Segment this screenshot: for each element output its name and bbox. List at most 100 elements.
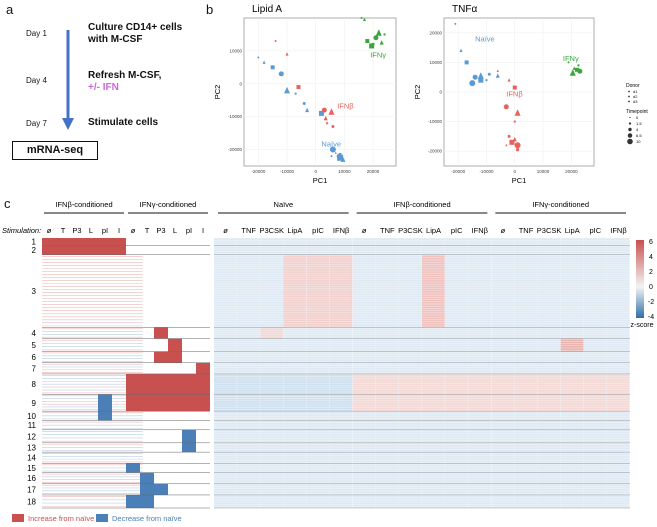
pca-point [496,70,499,73]
right-heatmap-cell [352,494,376,508]
pca-point [472,74,478,80]
right-heatmap-cell [537,494,561,508]
right-heatmap-cell [583,327,607,339]
right-heatmap-cell [491,411,515,421]
pca-group-label: IFNγ [563,54,579,63]
right-heatmap-cell [329,411,353,421]
right-heatmap-cell [375,463,399,473]
right-heatmap-cell [537,327,561,339]
legend-donor-marker [628,100,630,103]
pca-ytick-label: 0 [239,81,242,86]
right-heatmap-cell [537,463,561,473]
pca-xtick-label: 20000 [565,169,578,174]
right-heatmap-cell [398,362,422,374]
right-heatmap-cell [514,351,538,363]
right-heatmap-cell [445,373,468,395]
right-heatmap-cell [398,463,422,473]
right-heatmap-cell [514,338,538,352]
pca-ytick-label: -20000 [428,149,443,154]
pca-point [337,154,344,161]
right-heatmap-cell [306,411,330,421]
right-heatmap-cell [514,483,538,495]
right-heatmap-cell [445,463,468,473]
panel-c-letter: c [4,196,11,211]
right-heatmap-cell [468,327,491,339]
left-heatmap-block [42,238,126,246]
pca-point [383,33,386,36]
right-heatmap-cell [375,351,399,363]
right-heatmap-cell [329,351,353,363]
right-heatmap-cell [398,238,422,246]
legend-timepoint-marker [628,122,632,125]
right-heatmap-cell [422,452,445,464]
right-heatmap-cell [560,494,584,508]
cluster-label: 14 [27,454,36,463]
cluster-label: 3 [32,287,37,296]
right-heatmap-cell [491,362,515,374]
right-heatmap-cell [422,338,445,352]
right-heatmap-cell [468,238,491,246]
right-heatmap-cell [491,373,515,395]
right-heatmap-cell [329,327,353,339]
right-heatmap-cell [468,362,491,374]
right-heatmap-cell [583,254,607,328]
right-heatmap-cell [491,452,515,464]
cluster-label: 11 [28,421,37,430]
left-heatmap-block [140,472,154,484]
right-heatmap-cell [445,494,468,508]
right-heatmap-cell [560,245,584,255]
right-heatmap-cell [422,463,445,473]
pca-point [454,22,457,25]
right-heatmap-cell [306,254,330,328]
right-heatmap-cell [352,463,376,473]
right-heatmap-cell [214,373,237,395]
right-heatmap-cell [283,452,307,464]
step-2-main: Refresh M-CSF, [88,70,162,81]
right-heatmap-cell [445,362,468,374]
legend-timepoint-marker [627,133,633,138]
right-heatmap-cell [606,442,630,453]
pca-point [514,142,521,149]
right-heatmap-cell [583,373,607,395]
right-heatmap-cell [537,254,561,328]
right-col-header: ø [362,226,367,235]
right-heatmap-cell [422,254,445,328]
right-heatmap-cell [283,351,307,363]
right-heatmap-cell [214,483,237,495]
right-heatmap-cell [514,362,538,374]
right-heatmap-cell [237,327,260,339]
right-heatmap-cell [214,351,237,363]
timeline-arrow [62,30,74,130]
right-heatmap-cell [445,411,468,421]
right-heatmap-cell [537,472,561,484]
right-heatmap-cell [260,442,283,453]
right-heatmap-cell [514,463,538,473]
pca-point [469,80,476,87]
pca-xtick-label: -20000 [251,169,266,174]
cluster-label: 9 [32,399,37,408]
right-heatmap-cell [214,362,237,374]
panel-a-letter: a [6,2,14,17]
right-heatmap-cell [468,351,491,363]
right-heatmap-cell [422,429,445,443]
right-heatmap-cell [352,442,376,453]
pca-point [274,40,277,43]
right-heatmap-cell [237,494,260,508]
pca-point [302,102,306,106]
right-heatmap-cell [560,483,584,495]
pca-point [505,143,508,147]
step-2-day: Day 4 [26,76,47,85]
right-heatmap-cell [606,411,630,421]
cluster-label: 16 [27,474,36,483]
left-col-header: pI [186,226,192,235]
pca-point [296,85,301,90]
right-heatmap-cell [260,429,283,443]
right-col-header: IFNβ [333,226,350,235]
pca-ytick-label: -10000 [428,119,443,124]
right-heatmap-cell [606,429,630,443]
pca-xtick-label: -10000 [280,169,295,174]
pca-point [487,72,491,76]
legend-timepoint-label: 10 [636,139,641,144]
pca-group-label: Naïve [475,35,495,44]
right-heatmap-cell [537,452,561,464]
